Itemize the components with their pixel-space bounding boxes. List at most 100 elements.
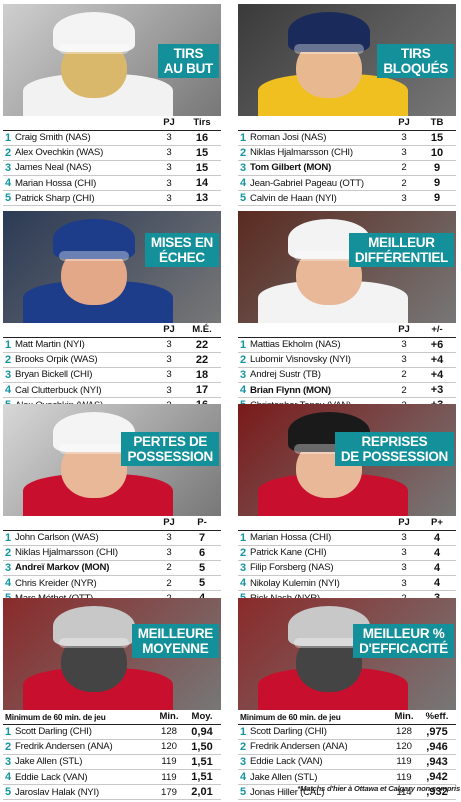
footnote: *Matchs d'hier à Ottawa et Calgary non c… (297, 784, 460, 793)
rank-number: 4 (238, 382, 250, 399)
header-name (238, 516, 390, 531)
games-played: 3 (390, 575, 418, 592)
player-name: Matt Martin (NYI) (15, 337, 155, 353)
category-title: Meilleur différentiel (348, 233, 454, 267)
player-name: Calvin de Haan (NYI) (250, 190, 390, 207)
player-name: Roman Josi (NAS) (250, 130, 390, 146)
table-row: 2 Lubomir Visnovsky (NYI) 3 +4 (238, 352, 456, 368)
player-name: James Neal (NAS) (15, 160, 155, 177)
rank-number: 3 (238, 560, 250, 577)
player-name: Alex Ovechkin (WAS) (15, 145, 155, 161)
panel-meilleur-differentiel: Meilleur différentiel PJ +/- 1 Mattias Ekholm… (238, 211, 456, 414)
table-row: 2 Fredrik Andersen (ANA) 120 1,50 (3, 739, 221, 755)
category-title-line: moyenne (142, 641, 209, 656)
player-name: Jean-Gabriel Pageau (OTT) (250, 175, 390, 192)
table-row: 4 Jake Allen (STL) 119,942 (238, 769, 456, 786)
header-name (3, 323, 155, 338)
games-played: 119 (390, 769, 418, 786)
rank-number: 3 (3, 367, 15, 384)
rank-number: 4 (3, 575, 15, 592)
stats-table: PJ M.É. 1 Matt Martin (NYI) 3 22 2 Brooks Orpik… (3, 323, 221, 414)
table-row: 5 Jonas Hiller (CAL) 114,932 (238, 784, 456, 801)
table-row: 2 Brooks Orpik (WAS) 3 22 (3, 352, 221, 368)
rank-number: 3 (238, 160, 250, 177)
stat-value: ,932 (418, 784, 456, 801)
stat-value: 1,50 (183, 739, 221, 755)
category-title-line: différentiel (354, 250, 448, 265)
panel-mises-en-echec: Mises en échec PJ M.É. 1 Matt Martin (NYI) 3 22… (3, 211, 221, 414)
table-row: 3 Jake Allen (STL) 119 1,51 (3, 754, 221, 771)
stat-value: 22 (183, 352, 221, 368)
table-row: 1 Craig Smith (NAS) 3 16 (3, 130, 221, 146)
table-header-row: Minimum de 60 min. de jeu Min. %eff. (238, 710, 456, 725)
player-name: Bryan Bickell (CHI) (15, 367, 155, 384)
rank-number: 1 (3, 130, 15, 146)
stats-table: PJ TB 1 Roman Josi (NAS) 3 15 2 Niklas Hjalmars… (238, 116, 456, 207)
stat-value: 5 (183, 560, 221, 577)
stat-value: +4 (418, 367, 456, 384)
rank-number: 1 (3, 724, 15, 740)
table-header-row: PJ P- (3, 516, 221, 531)
header-value: M.É. (183, 323, 221, 338)
category-title-line: Meilleur % (362, 626, 445, 641)
stat-value: 15 (418, 130, 456, 146)
category-title-line: bloqués (383, 61, 448, 76)
games-played: 3 (390, 145, 418, 161)
table-row: 1 John Carlson (WAS) 3 7 (3, 530, 221, 546)
player-name: Nikolay Kulemin (NYI) (250, 575, 390, 592)
table-row: 3 James Neal (NAS) 3 15 (3, 160, 221, 177)
table-row: 3 Bryan Bickell (CHI) 3 18 (3, 367, 221, 384)
table-row: 1 Roman Josi (NAS) 3 15 (238, 130, 456, 146)
category-title-line: Meilleur (368, 235, 435, 250)
stat-value: +3 (418, 382, 456, 399)
header-value: %eff. (418, 710, 456, 725)
stat-value: 6 (183, 545, 221, 561)
player-photo: Meilleure moyenne (3, 598, 221, 710)
stat-value: 22 (183, 337, 221, 353)
table-header-row: PJ P+ (238, 516, 456, 531)
table-row: 4 Brian Flynn (MON) 2 +3 (238, 382, 456, 399)
stat-value: 1,51 (183, 754, 221, 771)
category-title: Pertes de possession (121, 432, 219, 466)
stats-table: Minimum de 60 min. de jeu Min. %eff. 1 Scott… (238, 710, 456, 801)
stats-table: PJ P+ 1 Marian Hossa (CHI) 3 4 2 Patrick Kane (… (238, 516, 456, 607)
rank-number: 2 (3, 545, 15, 561)
player-name: Scott Darling (CHI) (15, 724, 155, 740)
stat-value: 0,94 (183, 724, 221, 740)
rank-number: 4 (3, 769, 15, 786)
stat-value: 7 (183, 530, 221, 546)
panel-meilleure-moyenne: Meilleure moyenne Minimum de 60 min. de je… (3, 598, 221, 801)
category-title: Meilleur % d'efficacité (353, 624, 454, 658)
table-row: 3 Andreï Markov (MON) 2 5 (3, 560, 221, 577)
rank-number: 2 (238, 545, 250, 561)
header-name (3, 116, 155, 131)
rank-number: 5 (3, 190, 15, 207)
stat-value: 18 (183, 367, 221, 384)
rank-number: 1 (238, 130, 250, 146)
stat-value: 13 (183, 190, 221, 207)
player-name: Fredrik Andersen (ANA) (250, 739, 390, 755)
player-name: Jake Allen (STL) (250, 769, 390, 786)
player-photo: Mises en échec (3, 211, 221, 323)
games-played: 3 (390, 190, 418, 207)
stats-table: PJ +/- 1 Mattias Ekholm (NAS) 3 +6 2 Lubomir Vi… (238, 323, 456, 414)
rank-number: 4 (238, 575, 250, 592)
header-gp: PJ (155, 116, 183, 131)
table-header-row: PJ M.É. (3, 323, 221, 338)
table-row: 2 Patrick Kane (CHI) 3 4 (238, 545, 456, 561)
games-played: 120 (390, 739, 418, 755)
table-row: 2 Fredrik Andersen (ANA) 120,946 (238, 739, 456, 755)
stats-table: PJ Tirs 1 Craig Smith (NAS) 3 16 2 Alex Ovechki… (3, 116, 221, 207)
stat-value: 9 (418, 190, 456, 207)
rank-number: 3 (238, 367, 250, 384)
player-photo: Meilleur % d'efficacité (238, 598, 456, 710)
table-header-row: PJ +/- (238, 323, 456, 338)
player-name: Andreï Markov (MON) (15, 560, 155, 577)
rank-number: 5 (3, 784, 15, 801)
panel-tirs-bloques: Tirs bloqués PJ TB 1 Roman Josi (NAS) 3 15 2 Nikl… (238, 4, 456, 207)
games-played: 3 (155, 145, 183, 161)
stat-value: ,975 (418, 724, 456, 740)
games-played: 3 (390, 352, 418, 368)
stat-value: 4 (418, 560, 456, 577)
table-row: 4 Nikolay Kulemin (NYI) 3 4 (238, 575, 456, 592)
